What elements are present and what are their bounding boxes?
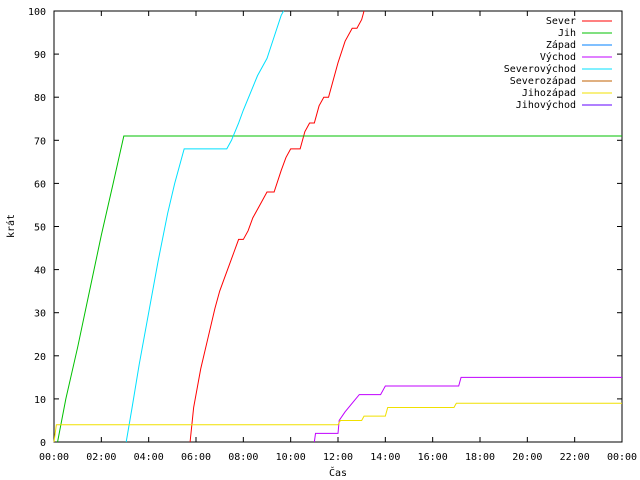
series-line-sever [189,10,365,443]
plot-area [53,10,623,443]
x-axis-label: Čas [329,466,347,479]
y-tick-label: 70 [34,136,46,147]
series-line-severovýchod [125,10,285,443]
y-tick-label: 60 [34,179,46,190]
series-layer [53,10,622,443]
y-tick-label: 80 [34,93,46,104]
legend-label: Západ [546,39,576,51]
legend: SeverJihZápadVýchodSeverovýchodSeverozáp… [504,16,612,111]
x-tick-label: 22:00 [560,452,590,463]
y-axis-label: krát [5,214,17,238]
legend-label: Jih [558,28,576,39]
y-tick-label: 50 [34,223,46,234]
legend-label: Východ [540,51,576,63]
x-tick-label: 08:00 [228,452,258,463]
x-tick-label: 06:00 [181,452,211,463]
y-tick-label: 20 [34,352,46,363]
x-tick-label: 12:00 [323,452,353,463]
y-tick-label: 10 [34,395,46,406]
x-tick-label: 16:00 [418,452,448,463]
y-tick-label: 0 [40,438,46,449]
x-tick-label: 10:00 [276,452,306,463]
legend-label: Severovýchod [504,63,576,75]
y-tick-label: 100 [28,7,46,18]
legend-label: Severozápad [510,75,576,87]
x-tick-label: 02:00 [86,452,116,463]
series-line-jihozápad [53,402,622,443]
x-tick-label: 20:00 [512,452,542,463]
x-tick-label: 00:00 [39,452,69,463]
x-tick-label: 04:00 [134,452,164,463]
y-tick-label: 30 [34,309,46,320]
y-axis: 0 10 20 30 40 50 60 70 80 90 100 [28,7,622,449]
y-tick-label: 40 [34,266,46,277]
legend-label: Sever [546,16,576,27]
x-tick-label: 00:00 [607,452,637,463]
x-tick-label: 14:00 [370,452,400,463]
series-line-jih [57,135,622,443]
series-line-východ [313,376,622,443]
legend-label: Jihovýchod [516,99,576,111]
x-tick-label: 18:00 [465,452,495,463]
legend-label: Jihozápad [522,87,576,99]
y-tick-label: 90 [34,50,46,61]
x-axis: 00:00 02:00 04:00 06:00 08:00 10:00 12:00 14:00… [39,11,637,463]
